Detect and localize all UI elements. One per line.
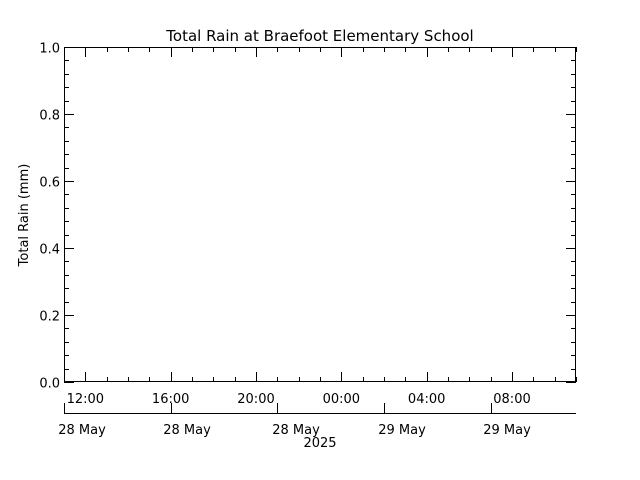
y-tick-label: 1.0 bbox=[39, 42, 60, 57]
x-axis-time: 12:00 16:00 20:00 00:00 04:00 08:00 bbox=[64, 47, 577, 407]
x-tick-label: 16:00 bbox=[152, 392, 189, 407]
date-tick-label: 29 May bbox=[378, 423, 426, 438]
y-tick-label: 0.8 bbox=[39, 109, 60, 124]
x-tick-label: 12:00 bbox=[67, 392, 104, 407]
date-tick-label: 28 May bbox=[163, 423, 211, 438]
y-tick-label: 0.0 bbox=[39, 377, 60, 392]
date-tick-label: 28 May bbox=[272, 423, 320, 438]
plot-frame bbox=[64, 47, 576, 382]
y-tick-label: 0.2 bbox=[39, 310, 60, 325]
year-label: 2025 bbox=[303, 436, 336, 451]
y-axis: 0.0 0.2 0.4 0.6 0.8 1.0 bbox=[39, 42, 576, 392]
date-tick-label: 29 May bbox=[483, 423, 531, 438]
x-tick-label: 00:00 bbox=[323, 392, 360, 407]
y-axis-label: Total Rain (mm) bbox=[17, 164, 32, 268]
chart-title: Total Rain at Braefoot Elementary School bbox=[165, 27, 473, 45]
x-tick-label: 04:00 bbox=[408, 392, 445, 407]
date-tick-label: 28 May bbox=[58, 423, 106, 438]
y-tick-label: 0.4 bbox=[39, 243, 60, 258]
y-tick-label: 0.6 bbox=[39, 176, 60, 191]
x-tick-label: 20:00 bbox=[237, 392, 274, 407]
x-axis-date: 28 May 28 May 28 May 29 May 29 May bbox=[58, 403, 531, 438]
x-tick-label: 08:00 bbox=[493, 392, 530, 407]
